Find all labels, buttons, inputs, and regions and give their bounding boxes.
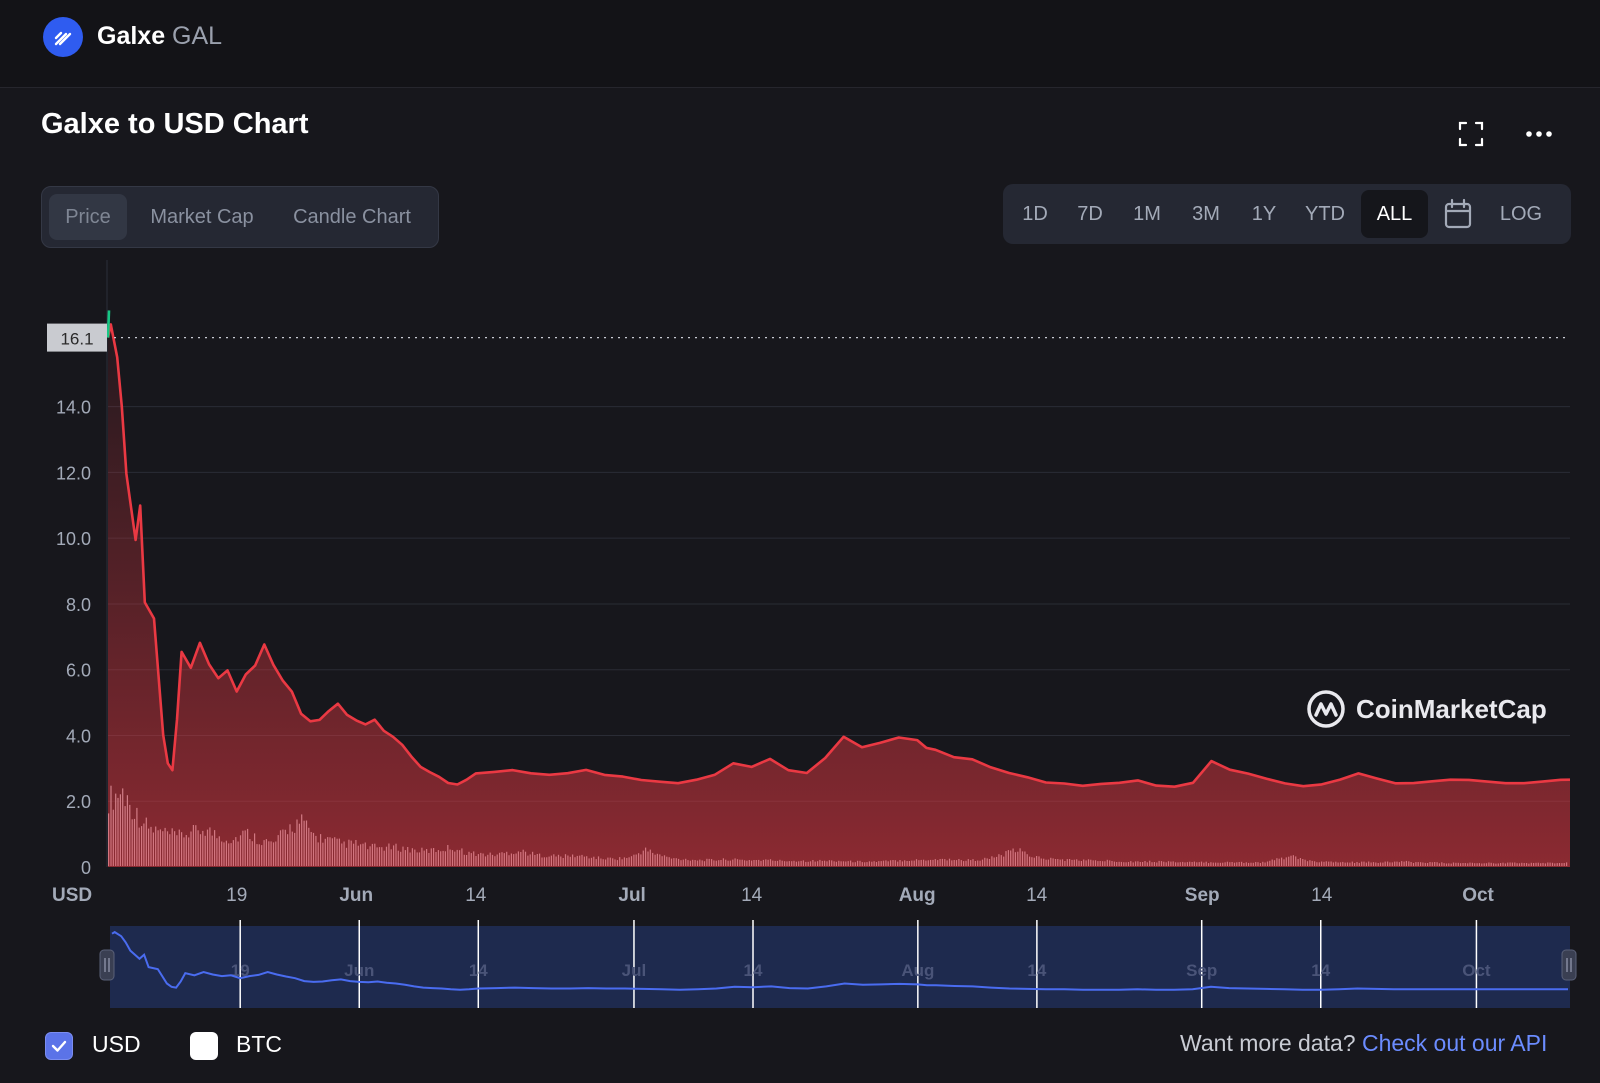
x-tick-label: 19 <box>226 885 247 906</box>
tab-market-cap[interactable]: Market Cap <box>150 206 254 228</box>
chart-type-tabs: Price Market Cap Candle Chart <box>41 186 439 248</box>
x-tick-label: 14 <box>1311 885 1333 906</box>
fullscreen-icon[interactable] <box>1457 120 1485 148</box>
range-7d[interactable]: 7D <box>1077 203 1103 225</box>
y-tick-label: 4.0 <box>66 726 91 746</box>
x-tick-label: Oct <box>1462 885 1494 906</box>
axis-currency-label: USD <box>52 885 92 906</box>
range-all[interactable]: ALL <box>1361 190 1428 238</box>
coin-name: Galxe <box>97 22 166 50</box>
api-link[interactable]: Check out our API <box>1361 1030 1548 1056</box>
y-tick-label: 12.0 <box>56 463 91 483</box>
x-tick-label: 14 <box>741 885 763 906</box>
navigator-right-handle[interactable] <box>1561 949 1577 981</box>
navigator-left-handle[interactable] <box>99 949 115 981</box>
coinmarketcap-watermark: CoinMarketCap <box>1306 687 1547 731</box>
price-marker-label: 16.1 <box>60 330 93 349</box>
watermark-text: CoinMarketCap <box>1356 693 1547 724</box>
top-bar: Galxe GAL <box>0 0 1600 88</box>
navigator-tick-label: 14 <box>469 961 488 980</box>
navigator-tick-label: Jun <box>344 961 374 980</box>
x-tick-label: Jul <box>618 885 645 906</box>
price-marker-badge <box>47 323 107 352</box>
calendar-icon[interactable] <box>1443 198 1473 230</box>
range-ytd[interactable]: YTD <box>1305 203 1345 225</box>
price-line-usd <box>106 323 1571 788</box>
navigator-background <box>110 926 1570 1008</box>
usd-checkbox[interactable] <box>45 1032 73 1060</box>
navigator-tick-label: Jul <box>622 961 647 980</box>
navigator-tick-label: 14 <box>1311 961 1330 980</box>
btc-checkbox-label: BTC <box>236 1031 282 1057</box>
coinmarketcap-logo-icon <box>1307 690 1345 728</box>
tab-price[interactable]: Price <box>49 194 127 240</box>
coin-symbol: GAL <box>172 22 223 50</box>
y-tick-label: 10.0 <box>56 529 91 549</box>
time-range-selector: 1D 7D 1M 3M 1Y YTD ALL LOG <box>1003 184 1571 244</box>
chart-title: Galxe to USD Chart <box>41 108 309 140</box>
range-1m[interactable]: 1M <box>1133 203 1161 225</box>
navigator-tick-label: 19 <box>231 961 250 980</box>
tab-candle-chart[interactable]: Candle Chart <box>293 206 411 228</box>
checkmark-icon <box>51 1040 67 1052</box>
range-navigator[interactable]: 19 Jun 14 Jul 14 Aug 14 Sep 14 Oct <box>0 920 1600 1010</box>
x-tick-label: 14 <box>1026 885 1048 906</box>
navigator-tick-label: Sep <box>1186 961 1217 980</box>
y-tick-label: 14.0 <box>56 398 91 418</box>
galxe-logo-icon <box>43 17 83 57</box>
navigator-line <box>111 930 1568 991</box>
btc-checkbox[interactable] <box>190 1032 218 1060</box>
api-promo-text: Want more data? <box>1180 1030 1362 1056</box>
more-icon[interactable] <box>1524 124 1554 144</box>
x-tick-label: 14 <box>465 885 487 906</box>
navigator-tick-label: 14 <box>1027 961 1046 980</box>
navigator-tick-label: 14 <box>744 961 763 980</box>
x-tick-label: Sep <box>1185 885 1220 906</box>
range-log[interactable]: LOG <box>1499 203 1543 225</box>
x-tick-label: Jun <box>339 885 373 906</box>
usd-checkbox-label: USD <box>92 1031 141 1057</box>
range-1d[interactable]: 1D <box>1022 203 1048 225</box>
navigator-tick-label: Aug <box>901 961 934 980</box>
y-tick-label: 8.0 <box>66 595 91 615</box>
range-3m[interactable]: 3M <box>1192 203 1220 225</box>
y-tick-label: 2.0 <box>66 792 91 812</box>
navigator-tick-label: Oct <box>1462 961 1491 980</box>
api-promo: Want more data? Check out our API <box>1180 1030 1547 1057</box>
range-1y[interactable]: 1Y <box>1251 203 1277 225</box>
y-tick-label: 6.0 <box>66 661 91 681</box>
price-line-up-segment <box>106 310 111 338</box>
y-tick-label: 0 <box>81 858 91 878</box>
x-tick-label: Aug <box>899 885 936 906</box>
price-area <box>108 324 1570 867</box>
price-chart[interactable]: 16.1 0 2.0 4.0 6.0 8.0 10.0 12.0 14.0 USD 19 Jun 14… <box>0 260 1600 920</box>
